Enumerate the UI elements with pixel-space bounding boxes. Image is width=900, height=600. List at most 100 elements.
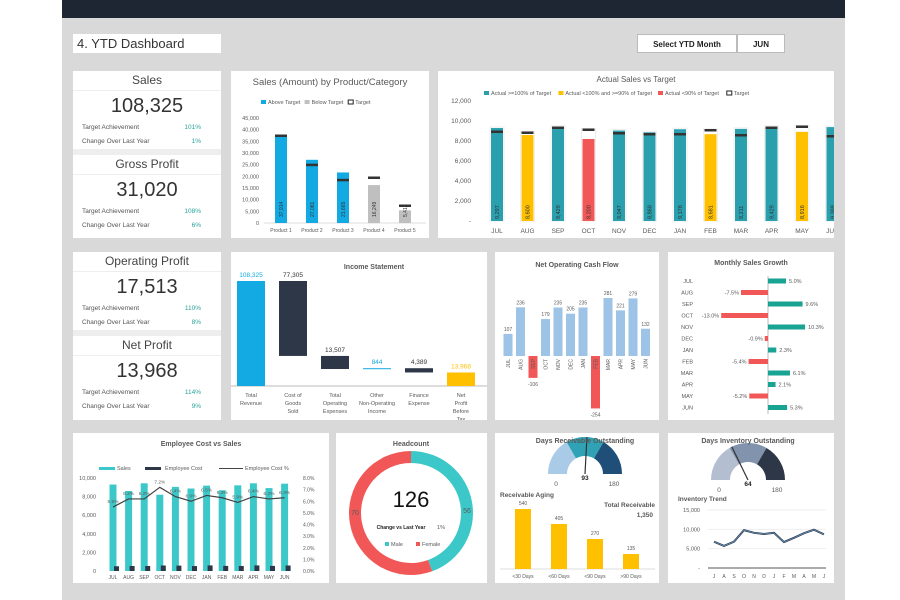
target-marker [735,134,747,137]
x-tick-label: JUN [826,228,834,235]
employee-cost-bar [160,565,166,571]
kpi-row-label: Target Achievement [82,124,140,131]
chart-title: Headcount [393,441,430,448]
y2-tick-label: 2.0% [303,546,315,552]
kpi-title: Net Profit [73,336,221,356]
bar-value-label: 37,914 [279,201,285,217]
sales-bar [234,485,242,571]
bar-value-label: 279 [629,291,638,297]
bar-value-label: 77,305 [283,272,303,279]
bar-value-label: 8,600 [526,205,532,219]
x-tick-label: APR [248,575,259,581]
bar-value-label: 5.3% [790,406,803,412]
kpi-value: 31,020 [116,179,178,201]
x-tick-label: A [722,574,726,580]
target-marker [491,130,503,133]
gauge-needle [731,446,749,481]
employee-cost-bar [285,565,291,571]
month-select-dropdown[interactable]: JUN [737,34,785,53]
target-marker [704,129,717,132]
bar-value-label: 4,389 [411,359,428,366]
bar-nov [613,130,625,221]
pct-label: 5.9% [232,494,244,500]
bar-product-2 [306,159,318,223]
bar-value-label: 9,389 [831,205,835,219]
bar-value-label: 108,325 [239,272,263,279]
target-marker [765,126,778,129]
bar-value-label: -13.0% [702,314,720,320]
target-marker [582,128,595,131]
x-tick-label: AUG [123,575,134,581]
growth-bar [721,313,768,318]
bar-value-label: -254 [590,412,600,418]
kpi-row-label: Change Over Last Year [82,138,150,145]
y-tick-label: 0 [93,569,96,575]
cash-bar [528,356,538,378]
x-tick-label: SEP [139,575,150,581]
cash-bar [503,333,513,356]
sales-bar [171,486,179,571]
bar-value-label: 235 [579,300,588,306]
y-tick-label: 40,000 [242,128,259,134]
target-marker [796,125,808,128]
employee-cost-bar [114,566,119,571]
kpi-row: Target Achievement 110% [73,302,221,316]
legend-label: Employee Cost % [245,466,289,472]
inventory-line-highlight [713,529,825,547]
legend-label: Male [391,542,403,548]
bar-value-label: 270 [591,531,600,537]
category-label: AUG [681,291,693,297]
y2-tick-label: 8.0% [303,476,315,482]
bar-value-label: 10.3% [808,325,824,331]
x-tick-label: JAN [202,575,212,581]
y-tick-label: 15,000 [242,186,259,192]
x-tick-label: JUL [109,575,118,581]
bar-value-label: 8,681 [709,205,715,219]
female-segment [348,451,433,575]
growth-bar [768,347,777,353]
sales-bar [265,488,273,571]
y2-tick-label: 4.0% [303,523,315,529]
change-value: 1% [437,525,445,531]
bar-value-label: 9,297 [495,205,501,219]
x-tick-label: OCT [544,359,550,370]
y2-tick-label: 5.0% [303,511,315,517]
bar-value-label: 540 [519,501,528,507]
bar-value-label: -5.4% [732,360,746,366]
x-tick-label: APR [619,359,625,370]
y-tick-label: 45,000 [242,116,259,122]
x-tick-label: JUL [491,228,503,235]
kpi-row-value: 101% [184,124,201,131]
kpi-title: Sales [73,71,221,91]
y-tick-label: 20,000 [242,174,259,180]
top-bar [62,0,845,18]
category-label: SEP [682,302,693,308]
pct-label: 6.4% [170,489,182,495]
growth-bar [768,324,806,330]
bar-value-label: -5.2% [733,394,747,400]
x-tick-label: MAY [631,358,637,369]
x-tick-label: JUN [644,359,650,369]
x-tick-label: OCT [582,228,596,235]
x-tick-label: JUL [506,359,512,368]
legend-label: Actual <100% and >=90% of Target [565,91,652,97]
y-tick-label: 10,000 [683,527,700,533]
kpi-row-value: 114% [184,389,201,396]
gauge-title: Days Inventory Outstanding [701,438,794,445]
kpi-row: Change Over Last Year 1% [73,135,221,149]
category-label: Net [457,393,466,399]
bar-value-label: 107 [504,327,513,333]
x-tick-label: Product 3 [332,228,354,234]
category-label: Total [329,393,341,399]
x-tick-label: MAY [264,575,275,581]
y-tick-label: 35,000 [242,139,259,145]
target-marker [399,204,411,207]
x-tick-label: MAR [606,359,612,371]
employee-cost-bar [223,565,229,571]
x-tick-label: JAN [674,228,687,235]
y-tick-label: 10,000 [79,476,96,482]
bar-value-label: 135 [627,546,636,552]
x-tick-label: <30 Days [512,574,534,580]
y-tick-label: 5,000 [686,547,700,553]
x-tick-label: FEB [217,575,227,581]
